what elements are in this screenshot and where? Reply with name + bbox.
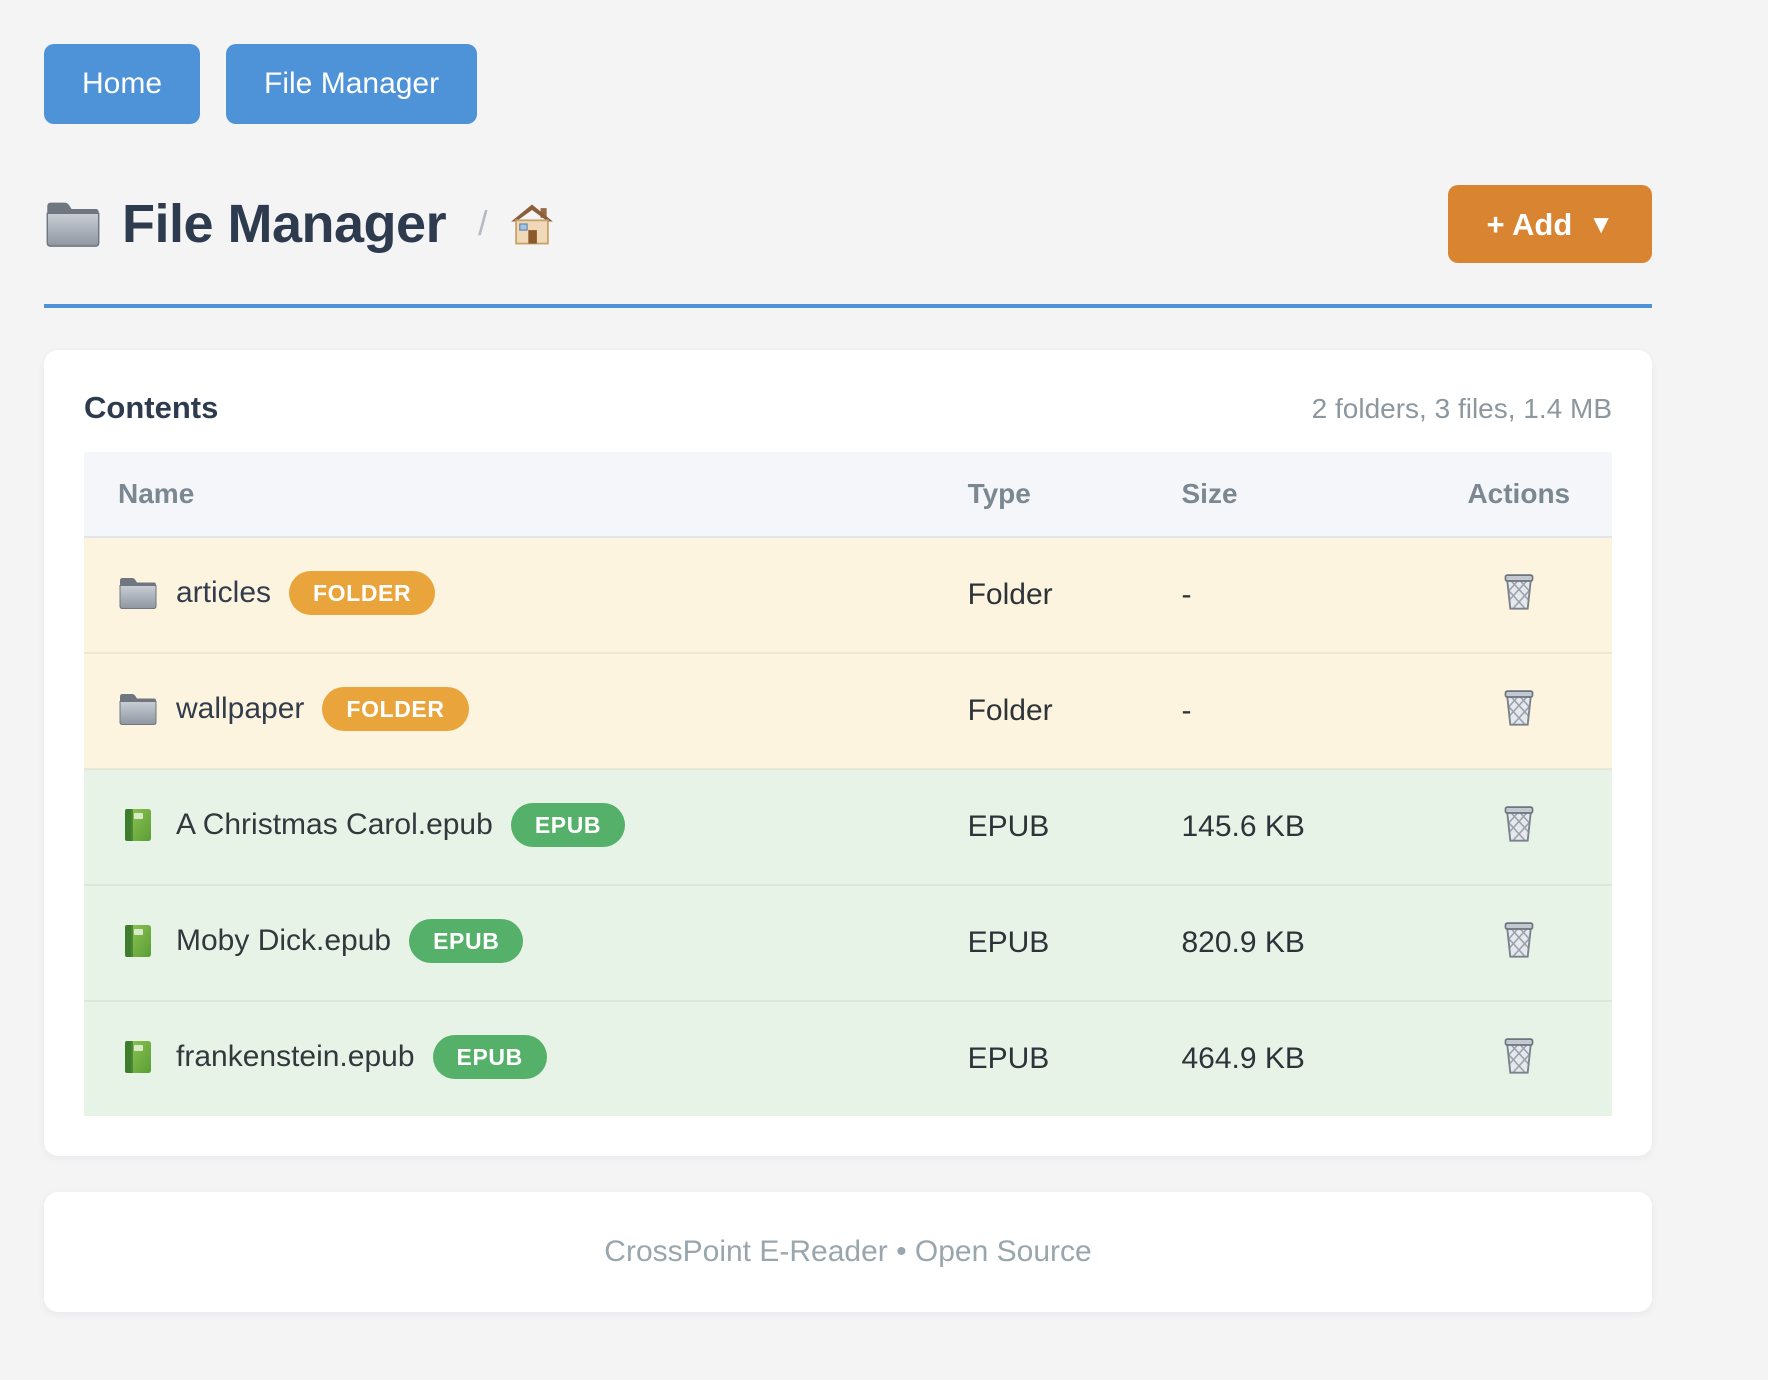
contents-title: Contents	[84, 390, 219, 425]
wastebasket-icon	[1501, 919, 1537, 959]
top-nav: Home File Manager	[44, 44, 1652, 124]
folder-icon	[119, 693, 157, 725]
file-name-link[interactable]: Moby Dick.epub	[176, 924, 392, 957]
nav-home-button[interactable]: Home	[44, 44, 201, 124]
add-button[interactable]: + Add ▼	[1448, 185, 1652, 263]
size-cell: -	[1147, 652, 1426, 769]
type-badge: FOLDER	[322, 687, 469, 731]
column-header-type: Type	[933, 452, 1148, 538]
type-cell: EPUB	[933, 884, 1148, 1001]
footer-text: CrossPoint E-Reader • Open Source	[604, 1235, 1092, 1268]
type-badge: EPUB	[510, 803, 626, 847]
contents-card-header: Contents 2 folders, 3 files, 1.4 MB	[84, 390, 1612, 426]
type-badge: FOLDER	[289, 571, 436, 615]
book-icon	[125, 809, 151, 841]
delete-button[interactable]	[1501, 803, 1537, 843]
type-cell: Folder	[967, 578, 1053, 611]
table-row: wallpaper FOLDER Folder -	[84, 652, 1612, 769]
type-badge: EPUB	[409, 919, 524, 963]
delete-button[interactable]	[1501, 1035, 1537, 1075]
delete-button[interactable]	[1501, 571, 1537, 611]
title-breadcrumb: File Manager /	[44, 193, 554, 255]
table-row: Moby Dick.epub EPUB EPUB 820.9 KB	[84, 884, 1612, 1001]
table-row: A Christmas Carol.epub EPUB EPUB 145.6 K…	[84, 768, 1612, 885]
size-cell: 145.6 KB	[1147, 768, 1426, 885]
type-cell: EPUB	[933, 768, 1148, 885]
table-header-row: Name Type Size Actions	[84, 452, 1612, 538]
page-header: File Manager / + Add ▼	[44, 184, 1652, 264]
file-name-link[interactable]: wallpaper	[176, 692, 305, 725]
file-name-link[interactable]: A Christmas Carol.epub	[176, 808, 493, 841]
contents-card: Contents 2 folders, 3 files, 1.4 MB Name…	[44, 350, 1652, 1156]
wastebasket-icon	[1501, 1035, 1537, 1075]
type-cell: Folder	[933, 652, 1148, 769]
wastebasket-icon	[1501, 687, 1537, 727]
table-row: articles FOLDER Folder -	[84, 537, 1612, 653]
page: Home File Manager File Manager / + Add ▼…	[44, 0, 1652, 1312]
wastebasket-icon	[1501, 571, 1537, 611]
column-header-name: Name	[84, 452, 934, 538]
type-badge: EPUB	[432, 1035, 547, 1079]
size-cell: -	[1181, 578, 1192, 611]
size-cell: 464.9 KB	[1147, 1000, 1426, 1116]
folder-icon	[46, 201, 100, 247]
contents-summary: 2 folders, 3 files, 1.4 MB	[1311, 393, 1612, 424]
table-row: frankenstein.epub EPUB EPUB 464.9 KB	[84, 1000, 1612, 1116]
type-cell: EPUB	[933, 1000, 1148, 1116]
column-header-size: Size	[1147, 452, 1426, 538]
file-name-link[interactable]: articles	[176, 576, 272, 609]
folder-icon	[119, 577, 157, 609]
page-title: File Manager	[122, 194, 447, 254]
house-icon	[509, 203, 554, 245]
book-icon	[125, 925, 151, 957]
delete-button[interactable]	[1501, 687, 1537, 727]
file-name-link[interactable]: frankenstein.epub	[176, 1040, 415, 1073]
breadcrumb-home-link[interactable]	[509, 203, 554, 245]
chevron-down-icon: ▼	[1588, 209, 1614, 239]
add-button-label: + Add	[1486, 206, 1573, 242]
nav-file-manager-button[interactable]: File Manager	[226, 44, 478, 124]
column-header-actions: Actions	[1425, 452, 1612, 538]
breadcrumb-separator: /	[478, 204, 488, 243]
delete-button[interactable]	[1501, 919, 1537, 959]
title-divider	[44, 304, 1652, 308]
footer: CrossPoint E-Reader • Open Source	[44, 1192, 1652, 1312]
wastebasket-icon	[1501, 803, 1537, 843]
book-icon	[125, 1041, 151, 1073]
file-table: Name Type Size Actions articles FOLDER F…	[84, 452, 1612, 1116]
size-cell: 820.9 KB	[1147, 884, 1426, 1001]
